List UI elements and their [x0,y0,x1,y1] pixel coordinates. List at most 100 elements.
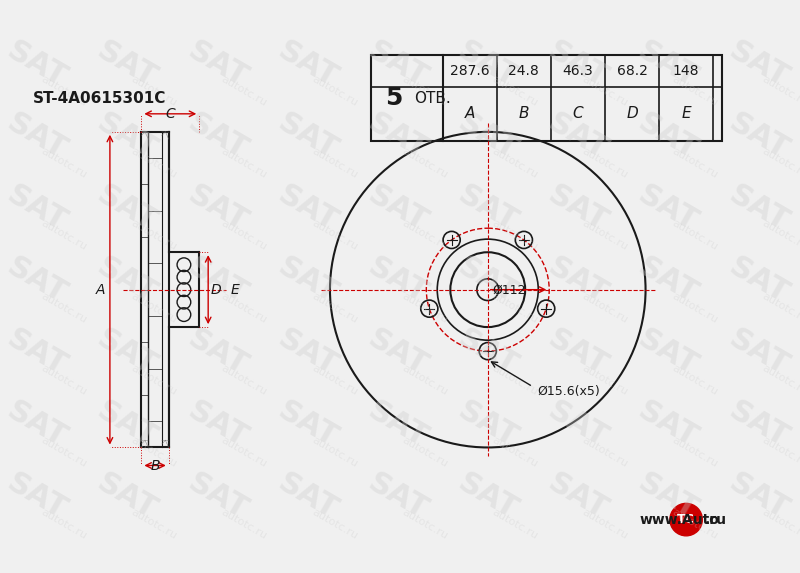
Text: SAT: SAT [723,36,794,93]
Text: autotc.ru: autotc.ru [670,435,720,469]
Text: autotc.ru: autotc.ru [130,146,178,180]
Text: SAT: SAT [2,108,72,165]
Text: SAT: SAT [543,180,613,237]
Text: TC: TC [678,513,695,526]
Text: SAT: SAT [543,252,613,309]
Text: SAT: SAT [453,252,522,309]
Text: SAT: SAT [543,397,613,453]
Text: SAT: SAT [273,252,342,309]
Text: SAT: SAT [543,324,613,382]
Text: A: A [465,107,475,121]
Text: SAT: SAT [92,252,162,309]
Text: autotc.ru: autotc.ru [310,507,359,541]
Text: autotc.ru: autotc.ru [400,218,450,253]
Text: SAT: SAT [273,180,342,237]
Text: C: C [573,107,583,121]
Text: autotc.ru: autotc.ru [39,363,89,397]
Text: autotc.ru: autotc.ru [761,146,800,180]
Text: E: E [682,107,691,121]
Text: SAT: SAT [453,180,522,237]
Text: SAT: SAT [362,469,433,525]
Text: www.Auto: www.Auto [639,513,719,527]
Text: autotc.ru: autotc.ru [220,218,269,253]
Text: SAT: SAT [2,324,72,382]
Text: SAT: SAT [543,36,613,93]
Text: B: B [150,459,160,473]
Text: autotc.ru: autotc.ru [220,435,269,469]
Text: SAT: SAT [92,324,162,382]
Text: autotc.ru: autotc.ru [490,146,539,180]
Text: autotc.ru: autotc.ru [670,74,720,108]
Text: autotc.ru: autotc.ru [400,74,450,108]
Text: E: E [230,282,239,297]
Text: SAT: SAT [362,324,433,382]
Text: D: D [211,282,222,297]
Text: autotc.ru: autotc.ru [130,218,178,253]
Text: autotc.ru: autotc.ru [220,74,269,108]
Text: autotc.ru: autotc.ru [490,435,539,469]
Text: autotc.ru: autotc.ru [400,507,450,541]
Text: SAT: SAT [273,324,342,382]
Text: 24.8: 24.8 [509,64,539,78]
Text: autotc.ru: autotc.ru [761,435,800,469]
Text: SAT: SAT [453,108,522,165]
Text: SAT: SAT [362,397,433,453]
Text: B: B [518,107,529,121]
Text: SAT: SAT [723,252,794,309]
Text: 68.2: 68.2 [617,64,647,78]
Text: autotc.ru: autotc.ru [130,363,178,397]
Text: autotc.ru: autotc.ru [670,507,720,541]
Text: SAT: SAT [2,36,72,93]
Text: SAT: SAT [723,180,794,237]
Text: SAT: SAT [2,180,72,237]
Text: autotc.ru: autotc.ru [310,291,359,325]
Text: SAT: SAT [723,108,794,165]
Text: SAT: SAT [633,324,703,382]
Text: autotc.ru: autotc.ru [580,435,630,469]
Text: SAT: SAT [182,108,252,165]
Text: SAT: SAT [362,36,433,93]
Text: autotc.ru: autotc.ru [761,218,800,253]
Text: SAT: SAT [723,397,794,453]
Text: autotc.ru: autotc.ru [310,146,359,180]
Text: autotc.ru: autotc.ru [400,363,450,397]
Text: 287.6: 287.6 [450,64,490,78]
Text: SAT: SAT [633,469,703,525]
Text: autotc.ru: autotc.ru [580,363,630,397]
Text: autotc.ru: autotc.ru [130,435,178,469]
Text: C: C [166,107,175,120]
Text: autotc.ru: autotc.ru [490,74,539,108]
Text: SAT: SAT [92,36,162,93]
Text: autotc.ru: autotc.ru [39,146,89,180]
Text: autotc.ru: autotc.ru [670,218,720,253]
Text: Ø15.6(x5): Ø15.6(x5) [538,384,600,398]
Text: autotc.ru: autotc.ru [39,435,89,469]
Text: autotc.ru: autotc.ru [670,291,720,325]
Text: ST-4A0615301C: ST-4A0615301C [34,91,166,105]
Text: autotc.ru: autotc.ru [761,74,800,108]
Text: SAT: SAT [182,397,252,453]
Text: autotc.ru: autotc.ru [761,507,800,541]
Text: SAT: SAT [633,180,703,237]
Text: A: A [96,282,106,297]
Text: SAT: SAT [453,324,522,382]
Text: SAT: SAT [543,108,613,165]
Text: SAT: SAT [362,180,433,237]
Text: autotc.ru: autotc.ru [39,218,89,253]
Text: SAT: SAT [362,108,433,165]
Text: autotc.ru: autotc.ru [400,146,450,180]
Text: SAT: SAT [453,36,522,93]
Text: .ru: .ru [704,513,726,527]
Text: autotc.ru: autotc.ru [580,218,630,253]
Circle shape [670,503,702,536]
Text: autotc.ru: autotc.ru [310,74,359,108]
Text: autotc.ru: autotc.ru [761,363,800,397]
Text: SAT: SAT [2,397,72,453]
Text: autotc.ru: autotc.ru [310,363,359,397]
Text: autotc.ru: autotc.ru [490,291,539,325]
Text: autotc.ru: autotc.ru [220,507,269,541]
Text: SAT: SAT [182,36,252,93]
Text: autotc.ru: autotc.ru [130,74,178,108]
Text: autotc.ru: autotc.ru [670,146,720,180]
Text: ОТВ.: ОТВ. [414,91,450,105]
